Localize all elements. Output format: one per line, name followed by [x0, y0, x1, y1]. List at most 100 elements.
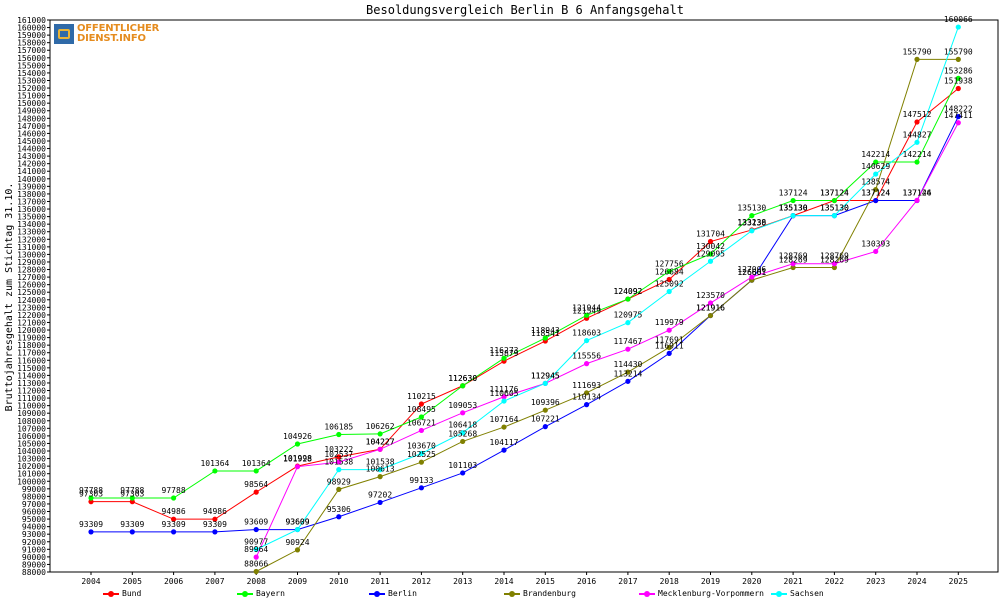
data-point-berlin — [873, 197, 879, 204]
data-label-berlin: 93309 — [79, 520, 103, 529]
y-tick-label: 159000 — [17, 31, 46, 40]
legend-swatch — [504, 590, 520, 598]
site-logo[interactable]: OFFENTLICHER DIENST.INFO — [54, 22, 160, 46]
data-label-bayern: 116273 — [490, 346, 519, 355]
y-tick-label: 106000 — [17, 432, 46, 441]
data-point-mecklenburg-vorpommern — [625, 346, 631, 352]
data-point-mecklenburg-vorpommern — [501, 394, 507, 400]
data-label-sachsen: 93609 — [285, 518, 309, 527]
y-tick-label: 142000 — [17, 160, 46, 169]
data-label-bund: 118541 — [531, 329, 560, 338]
data-point-bayern — [625, 296, 631, 302]
x-tick-label: 2008 — [247, 577, 266, 586]
data-label-mecklenburg-vorpommern: 112945 — [531, 371, 560, 380]
x-tick-label: 2004 — [81, 577, 100, 586]
y-tick-label: 108000 — [17, 417, 46, 426]
x-tick-label: 2013 — [453, 577, 472, 586]
data-label-berlin: 93609 — [244, 518, 268, 527]
data-point-berlin — [584, 402, 590, 408]
y-tick-label: 136000 — [17, 205, 46, 214]
data-point-sachsen — [253, 546, 259, 553]
y-tick-label: 138000 — [17, 190, 46, 199]
y-tick-label: 99000 — [22, 485, 46, 494]
data-label-berlin: 93609 — [285, 518, 309, 527]
data-label-bayern: 137124 — [779, 189, 808, 198]
y-tick-label: 121000 — [17, 318, 46, 327]
data-point-bayern — [542, 335, 548, 341]
data-label-berlin: 135130 — [820, 204, 849, 213]
legend-swatch — [369, 590, 385, 598]
data-label-bayern: 97788 — [120, 486, 144, 495]
x-tick-label: 2024 — [907, 577, 926, 586]
data-point-brandenburg — [955, 56, 961, 62]
data-point-brandenburg — [253, 568, 259, 575]
data-label-bund: 94986 — [162, 507, 186, 516]
data-label-brandenburg: 155790 — [903, 47, 932, 56]
y-tick-label: 134000 — [17, 220, 46, 229]
series-points — [88, 24, 961, 575]
data-point-bayern — [790, 197, 796, 204]
y-tick-label: 123000 — [17, 303, 46, 312]
x-tick-label: 2019 — [701, 577, 720, 586]
data-label-brandenburg: 100613 — [366, 465, 395, 474]
x-tick-label: 2005 — [123, 577, 142, 586]
data-point-mecklenburg-vorpommern — [294, 464, 301, 470]
data-label-bund: 104227 — [366, 437, 395, 446]
x-tick-label: 2014 — [494, 577, 513, 586]
y-tick-label: 125000 — [17, 288, 46, 297]
data-label-berlin: 97202 — [368, 490, 392, 499]
data-label-bayern: 106262 — [366, 422, 395, 431]
data-point-sachsen — [501, 398, 507, 404]
y-tick-label: 95000 — [22, 515, 46, 524]
data-point-brandenburg — [336, 486, 342, 492]
data-label-berlin: 95306 — [327, 505, 351, 514]
data-label-mecklenburg-vorpommern: 115556 — [572, 352, 601, 361]
legend-label: Bayern — [256, 589, 285, 598]
data-label-bayern: 118943 — [531, 326, 560, 335]
data-label-bayern: 137124 — [820, 189, 849, 198]
data-point-bayern — [129, 495, 135, 501]
y-tick-label: 109000 — [17, 409, 46, 418]
data-label-bund: 112630 — [448, 374, 477, 383]
data-point-bund — [707, 238, 714, 245]
data-point-bund — [418, 401, 424, 407]
data-label-brandenburg: 98929 — [327, 477, 351, 486]
data-label-brandenburg: 117691 — [655, 335, 684, 344]
data-label-brandenburg: 128269 — [779, 256, 808, 265]
data-point-bund — [253, 489, 259, 495]
data-point-brandenburg — [418, 459, 424, 465]
y-tick-label: 103000 — [17, 455, 46, 464]
data-point-brandenburg — [377, 474, 383, 480]
y-ticks: 8800089000900009100092000930009400095000… — [17, 16, 50, 577]
data-point-bayern — [294, 441, 301, 447]
legend-item-sachsen: Sachsen — [771, 589, 824, 598]
legend-item-brandenburg: Brandenburg — [504, 589, 576, 598]
data-point-berlin — [253, 526, 259, 533]
y-tick-label: 156000 — [17, 54, 46, 63]
data-point-bund — [914, 119, 920, 125]
series-line-mecklenburg-vorpommern — [255, 122, 959, 558]
y-tick-label: 131000 — [17, 243, 46, 252]
data-label-berlin: 104117 — [490, 438, 519, 447]
data-label-sachsen: 101538 — [366, 458, 395, 467]
y-tick-label: 110000 — [17, 402, 46, 411]
y-tick-label: 147000 — [17, 122, 46, 131]
data-label-berlin: 107221 — [531, 415, 560, 424]
data-label-berlin: 113214 — [613, 369, 642, 378]
data-label-bund: 115879 — [490, 349, 519, 358]
legend-swatch — [237, 590, 253, 598]
logo-icon — [54, 24, 74, 44]
y-tick-label: 97000 — [22, 500, 46, 509]
data-label-brandenburg: 138574 — [861, 178, 890, 187]
data-label-brandenburg: 109396 — [531, 398, 560, 407]
y-tick-label: 157000 — [17, 46, 46, 55]
plot-frame — [49, 19, 999, 573]
data-point-bund — [336, 454, 342, 460]
data-label-sachsen: 133130 — [737, 219, 766, 228]
data-label-berlin: 126601 — [737, 268, 766, 277]
data-label-mecklenburg-vorpommern: 123570 — [696, 291, 725, 300]
data-point-sachsen — [955, 24, 961, 30]
data-label-bund: 131704 — [696, 230, 725, 239]
data-point-bayern — [501, 355, 507, 361]
series-line-bayern — [91, 78, 959, 499]
